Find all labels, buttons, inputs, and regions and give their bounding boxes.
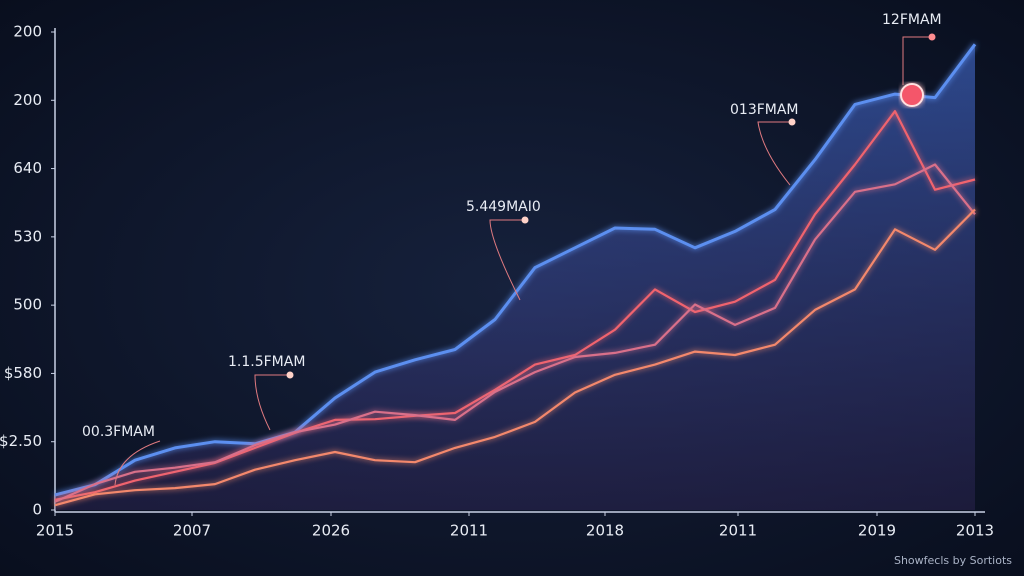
annotation: 013FMAM	[730, 102, 799, 118]
y-tick-label: 200	[13, 91, 42, 109]
line	[54, 43, 977, 497]
leader	[489, 219, 525, 301]
annotation: 00.3FMAM	[82, 424, 155, 440]
x-tick-label: 2011	[719, 522, 757, 540]
annotation: 12FMAM	[882, 12, 942, 28]
x-tick-label: 2013	[956, 522, 994, 540]
y-tick-label: 640	[13, 159, 42, 177]
leader	[114, 440, 161, 486]
leader	[902, 36, 932, 85]
y-tick-label: $2.50	[0, 432, 42, 450]
y-tick-label: 200	[13, 23, 42, 41]
y-tick-label: 0	[32, 501, 42, 519]
line	[54, 110, 976, 501]
x-tick-label: 2026	[312, 522, 350, 540]
marker	[521, 216, 529, 224]
marker	[928, 33, 936, 41]
marker	[286, 371, 294, 379]
x-tick-label: 2019	[858, 522, 896, 540]
x-tick-label: 2018	[586, 522, 624, 540]
annotation: 1.1.5FMAM	[228, 354, 305, 370]
line	[54, 208, 976, 507]
annotation: 5.449MAI0	[466, 199, 541, 215]
annotations: 00.3FMAM 1.1.5FMAM 5.449MAI0 013FMAM 12F…	[82, 12, 942, 486]
leader	[254, 374, 290, 431]
y-tick-label: 500	[13, 296, 42, 314]
x-tick-label: 2015	[36, 522, 74, 540]
highlight	[900, 83, 924, 107]
footer: Showfecls by Sortiots	[894, 554, 1012, 567]
x-tick-label: 2007	[173, 522, 211, 540]
plot	[54, 43, 977, 511]
y-tick-label: 530	[13, 227, 42, 245]
area	[55, 44, 975, 511]
x-tick-label: 2011	[450, 522, 488, 540]
marker	[788, 118, 796, 126]
line	[54, 163, 976, 503]
y-tick-label: $580	[4, 364, 42, 382]
leader	[757, 121, 792, 186]
